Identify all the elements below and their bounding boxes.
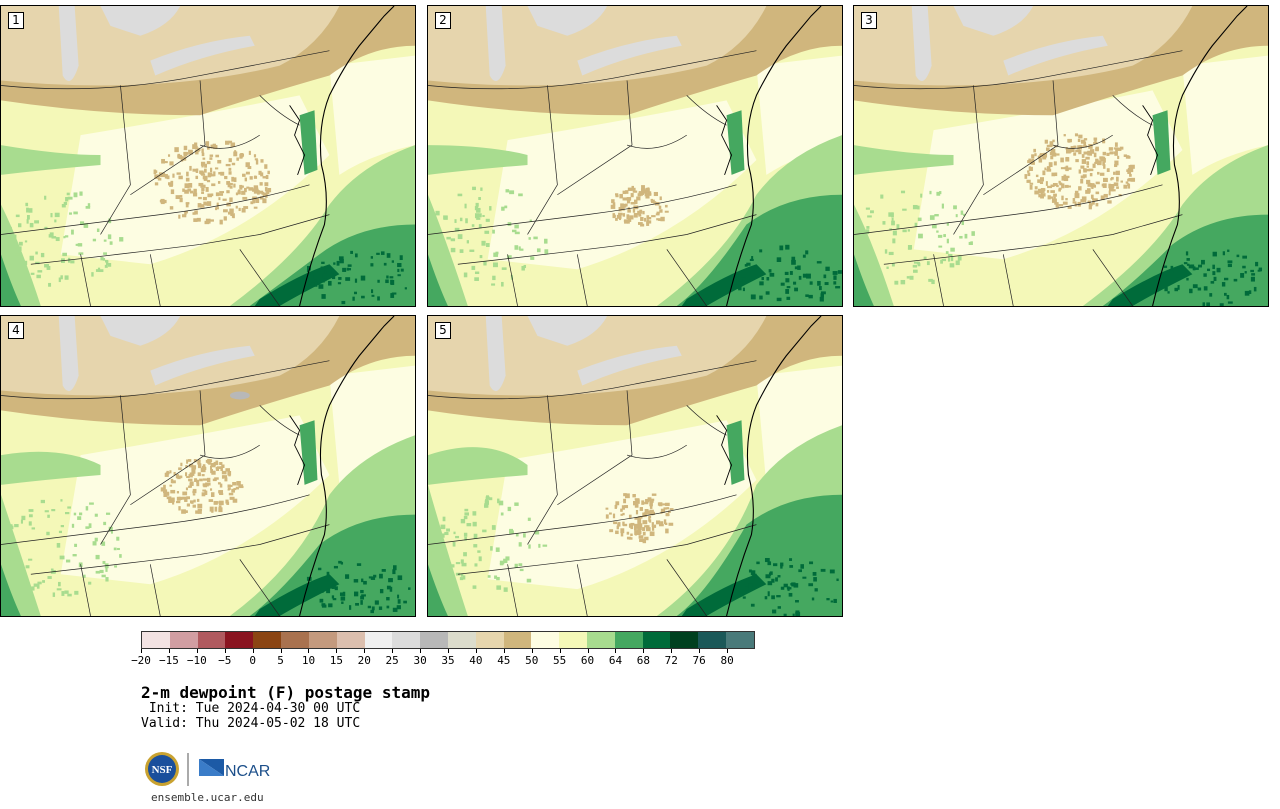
colorbar-swatch: [392, 632, 421, 648]
colorbar-tick-label: −10: [186, 654, 207, 667]
map-panel-3: 3: [853, 5, 1269, 307]
colorbar-swatch: [531, 632, 560, 648]
panel-number-label: 1: [8, 12, 24, 29]
chart-title: 2-m dewpoint (F) postage stamp: [141, 683, 430, 702]
colorbar-tick-mark: [280, 649, 282, 653]
colorbar-tick-label: 25: [385, 654, 399, 667]
colorbar-tick-mark: [364, 649, 366, 653]
colorbar-swatch: [142, 632, 170, 648]
colorbar-swatch: [281, 632, 309, 648]
colorbar-tick-mark: [308, 649, 310, 653]
colorbar-swatch: [253, 632, 282, 648]
map-panel-1: 1: [0, 5, 416, 307]
panel-number-label: 4: [8, 322, 24, 339]
dewpoint-map: [1, 6, 415, 306]
dewpoint-map: [428, 6, 842, 306]
colorbar-tick-label: 80: [720, 654, 734, 667]
colorbar-tick-mark: [252, 649, 254, 653]
colorbar-tick-label: 72: [664, 654, 678, 667]
panel-number-label: 2: [435, 12, 451, 29]
colorbar-tick-label: 76: [692, 654, 706, 667]
panel-number-label: 3: [861, 12, 877, 29]
colorbar-tick-label: 55: [553, 654, 567, 667]
logos: NSF NCAR: [144, 750, 284, 788]
colorbar-tick-label: 20: [357, 654, 371, 667]
colorbar-tick-mark: [587, 649, 589, 653]
colorbar-tick-mark: [392, 649, 394, 653]
colorbar-tick-label: 40: [469, 654, 483, 667]
colorbar-tick-mark: [671, 649, 673, 653]
map-panel-4: 4: [0, 315, 416, 617]
colorbar-swatch: [169, 632, 198, 648]
colorbar-tick-label: 0: [249, 654, 256, 667]
colorbar-ticks: −20 −15 −10 −5 0 5 10 15 20 25 30 35 40 45 50 55 60 64 68 7…: [131, 649, 755, 669]
colorbar-swatch: [614, 632, 643, 648]
colorbar-swatch: [670, 632, 699, 648]
colorbar-swatch: [225, 632, 254, 648]
colorbar-tick-mark: [168, 649, 170, 653]
ncar-logo-icon: NCAR: [199, 759, 270, 780]
map-panel-2: 2: [427, 5, 843, 307]
colorbar-tick-label: 30: [413, 654, 427, 667]
colorbar-tick-label: 5: [277, 654, 284, 667]
colorbar-tick-mark: [699, 649, 701, 653]
colorbar-swatch: [420, 632, 448, 648]
colorbar-tick-mark: [727, 649, 729, 653]
colorbar-swatch: [726, 632, 754, 648]
panel-number-label: 5: [435, 322, 451, 339]
colorbar-tick-mark: [336, 649, 338, 653]
nsf-logo-icon: NSF: [145, 752, 179, 786]
colorbar-swatch: [364, 632, 393, 648]
map-panel-5: 5: [427, 315, 843, 617]
colorbar-tick-label: 35: [441, 654, 455, 667]
colorbar-tick-mark: [420, 649, 422, 653]
colorbar-swatch: [447, 632, 476, 648]
colorbar-tick-mark: [643, 649, 645, 653]
valid-time: Valid: Thu 2024-05-02 18 UTC: [141, 716, 361, 731]
ncar-logo-text: NCAR: [225, 763, 270, 780]
nsf-logo-text: NSF: [152, 764, 173, 776]
colorbar-tick-mark: [615, 649, 617, 653]
dewpoint-colorbar: [141, 631, 755, 649]
colorbar-tick-mark: [531, 649, 533, 653]
init-time: Init: Tue 2024-04-30 00 UTC: [141, 701, 361, 716]
dewpoint-map: [428, 316, 842, 616]
colorbar-tick-mark: [141, 649, 142, 653]
colorbar-swatch: [475, 632, 504, 648]
colorbar-swatch: [336, 632, 365, 648]
colorbar-swatch: [642, 632, 671, 648]
colorbar-tick-mark: [475, 649, 477, 653]
colorbar-tick-label: 10: [301, 654, 316, 667]
colorbar-swatch: [197, 632, 226, 648]
colorbar-tick-mark: [559, 649, 561, 653]
dewpoint-map: [854, 6, 1268, 306]
dewpoint-map: [1, 316, 415, 616]
colorbar-tick-label: −20: [131, 654, 151, 667]
colorbar-swatch: [308, 632, 337, 648]
colorbar-tick-mark: [196, 649, 198, 653]
colorbar-swatch: [698, 632, 727, 648]
colorbar-tick-mark: [503, 649, 505, 653]
colorbar-tick-mark: [448, 649, 449, 653]
colorbar-tick-label: 68: [636, 654, 650, 667]
colorbar-tick-label: −15: [158, 654, 179, 667]
colorbar-swatch: [503, 632, 532, 648]
colorbar-tick-label: 50: [525, 654, 539, 667]
colorbar-swatch: [559, 632, 587, 648]
colorbar-tick-label: 60: [580, 654, 595, 667]
colorbar-tick-label: 15: [329, 654, 343, 667]
colorbar-tick-label: 45: [497, 654, 511, 667]
colorbar-tick-label: −5: [218, 654, 232, 667]
colorbar-tick-label: 64: [608, 654, 623, 667]
colorbar-swatch: [587, 632, 615, 648]
colorbar-tick-mark: [224, 649, 226, 653]
site-url[interactable]: ensemble.ucar.edu: [151, 791, 264, 804]
